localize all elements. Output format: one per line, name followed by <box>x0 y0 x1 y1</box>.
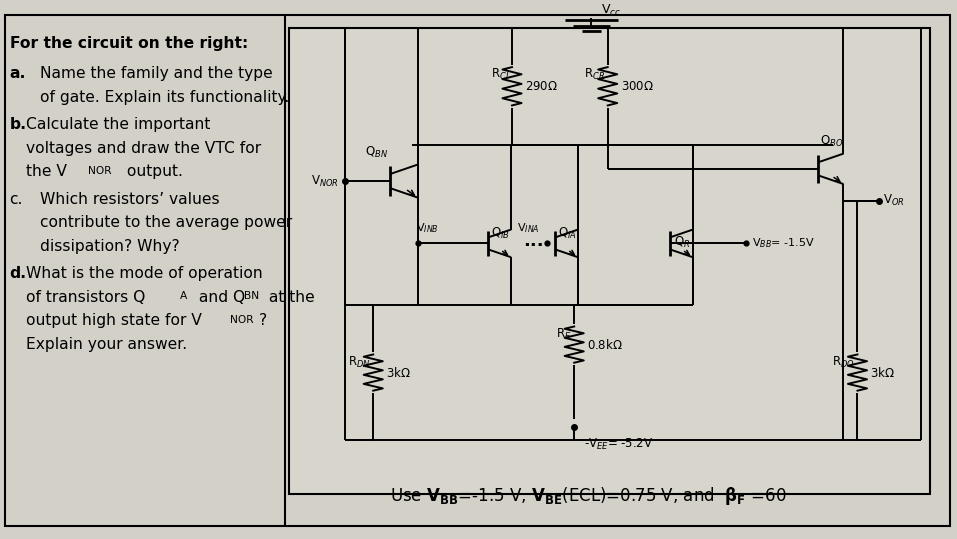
Text: BN: BN <box>244 292 259 301</box>
Text: R$_{DN}$: R$_{DN}$ <box>347 355 370 370</box>
Text: Q$_{BO}$: Q$_{BO}$ <box>820 134 843 149</box>
Text: Which resistors’ values: Which resistors’ values <box>40 192 220 207</box>
Text: a.: a. <box>10 66 26 81</box>
Text: d.: d. <box>10 266 27 281</box>
Text: Use $\mathbf{V_{BB}}$=-1.5 V, $\mathbf{V_{BE}}$(ECL)=0.75 V, and  $\mathbf{\beta: Use $\mathbf{V_{BB}}$=-1.5 V, $\mathbf{V… <box>390 485 787 507</box>
Text: Q$_{R}$: Q$_{R}$ <box>674 235 690 250</box>
Text: V$_{INB}$: V$_{INB}$ <box>416 222 439 236</box>
Text: c.: c. <box>10 192 23 207</box>
Text: For the circuit on the right:: For the circuit on the right: <box>10 36 248 51</box>
Text: Name the family and the type: Name the family and the type <box>40 66 273 81</box>
Text: V$_{OR}$: V$_{OR}$ <box>883 194 905 209</box>
Text: ?: ? <box>259 313 268 328</box>
Text: of transistors Q: of transistors Q <box>26 290 145 305</box>
Text: output high state for V: output high state for V <box>26 313 202 328</box>
Text: R$_{CR}$: R$_{CR}$ <box>584 67 605 82</box>
Text: 290$\Omega$: 290$\Omega$ <box>525 80 558 93</box>
Text: Q$_{IB}$: Q$_{IB}$ <box>491 226 510 241</box>
Text: R$_{CI}$: R$_{CI}$ <box>491 67 509 82</box>
Text: -V$_{EE}$= -5.2V: -V$_{EE}$= -5.2V <box>584 437 653 452</box>
Text: 300$\Omega$: 300$\Omega$ <box>621 80 655 93</box>
Text: the V: the V <box>26 164 67 179</box>
Text: Q$_{IA}$: Q$_{IA}$ <box>558 226 577 241</box>
Text: NOR: NOR <box>230 315 254 326</box>
Text: b.: b. <box>10 117 27 132</box>
Text: A: A <box>180 292 188 301</box>
Text: Explain your answer.: Explain your answer. <box>26 337 187 351</box>
Text: of gate. Explain its functionality.: of gate. Explain its functionality. <box>40 90 289 105</box>
Text: dissipation? Why?: dissipation? Why? <box>40 239 180 254</box>
Text: ...: ... <box>523 232 544 250</box>
Text: at the: at the <box>264 290 315 305</box>
Text: Q$_{BN}$: Q$_{BN}$ <box>365 145 388 160</box>
Text: R$_E$: R$_E$ <box>556 327 571 342</box>
Bar <box>289 27 930 494</box>
Text: V$_{INA}$: V$_{INA}$ <box>517 222 540 236</box>
Text: Calculate the important: Calculate the important <box>26 117 211 132</box>
Text: and Q: and Q <box>194 290 246 305</box>
Text: contribute to the average power: contribute to the average power <box>40 215 292 230</box>
Text: 0.8k$\Omega$: 0.8k$\Omega$ <box>587 337 622 351</box>
Text: V$_{NOR}$: V$_{NOR}$ <box>311 174 339 189</box>
Text: NOR: NOR <box>88 166 112 176</box>
Text: What is the mode of operation: What is the mode of operation <box>26 266 262 281</box>
Text: 3k$\Omega$: 3k$\Omega$ <box>386 365 411 379</box>
Text: voltages and draw the VTC for: voltages and draw the VTC for <box>26 141 261 156</box>
Text: V$_{BB}$= -1.5V: V$_{BB}$= -1.5V <box>752 237 815 250</box>
Text: V$_{cc}$: V$_{cc}$ <box>601 3 621 18</box>
Text: output.: output. <box>122 164 183 179</box>
Text: R$_{DO}$: R$_{DO}$ <box>832 355 855 370</box>
Text: 3k$\Omega$: 3k$\Omega$ <box>870 365 895 379</box>
